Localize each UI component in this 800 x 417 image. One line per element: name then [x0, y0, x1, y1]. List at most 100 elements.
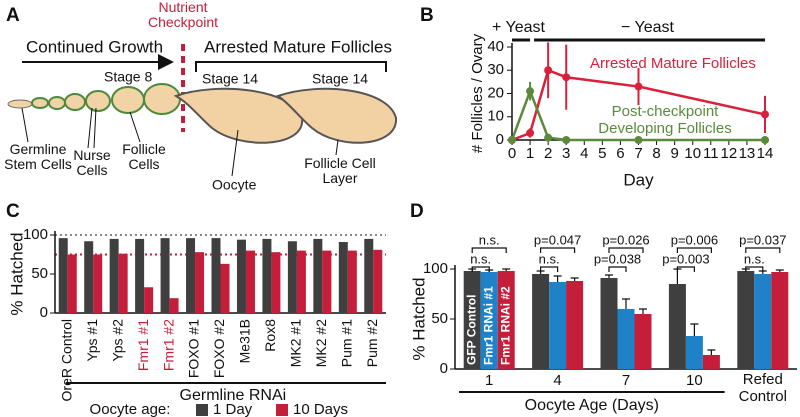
point — [761, 136, 769, 144]
cell-text: Follicle Cells — [122, 142, 166, 173]
series-line — [510, 87, 765, 142]
panel-label: A — [6, 5, 20, 26]
x-tick-label: 7 — [634, 145, 642, 162]
y-axis-label: % Hatched — [7, 232, 26, 315]
significance-label: n.s. — [470, 251, 491, 266]
legend-label: Post-checkpoint Developing Follicles — [598, 104, 732, 137]
cell-label: Germline Stem Cells — [4, 142, 72, 172]
bar — [702, 355, 720, 369]
group-label: Germline RNAi — [180, 387, 287, 404]
y-tick-label: 100 — [423, 260, 448, 277]
stage14-follicle — [173, 87, 304, 144]
growth-label: Continued Growth — [26, 37, 163, 56]
bar — [532, 274, 550, 369]
significance-label: p=0.006 — [671, 232, 718, 247]
bar — [668, 284, 686, 369]
point — [562, 136, 571, 144]
significance-bracket — [471, 247, 507, 253]
x-tick-label: 4 — [580, 145, 588, 162]
x-tick-label: 0 — [508, 145, 516, 162]
x-tick-label: 11 — [703, 145, 719, 162]
checkpoint-label: Nutrient Checkpoint — [147, 0, 219, 31]
y-axis-label: % Hatched — [409, 277, 428, 360]
bar — [463, 271, 481, 369]
cell-text: Nurse Cells — [73, 148, 111, 179]
bar — [617, 309, 635, 369]
y-axis-label: # Follicles / Ovary — [469, 33, 486, 153]
bar — [84, 241, 94, 313]
significance-bracket — [745, 266, 764, 272]
x-tick-label: 2 — [544, 145, 552, 162]
bar — [186, 238, 196, 313]
x-tick-label: Yps #2 — [109, 319, 125, 362]
error-bar — [707, 349, 716, 355]
x-tick-label: 13 — [739, 145, 756, 162]
error-bar — [639, 308, 647, 314]
bar — [195, 252, 205, 313]
arrested-bracket — [195, 61, 387, 72]
checkpoint-text: Nutrient Checkpoint — [147, 0, 219, 31]
x-tick-label: 8 — [652, 145, 660, 162]
bar — [364, 238, 374, 313]
x-axis-label: Day — [623, 170, 654, 189]
cell-text: Follicle Cell Layer — [304, 156, 376, 187]
point — [526, 129, 535, 138]
panel-label: D — [410, 201, 424, 222]
x-tick-label-text: Refed Control — [738, 372, 787, 405]
bar — [271, 252, 281, 313]
x-tick-label: FOXO #1 — [186, 319, 202, 378]
bar — [236, 239, 246, 313]
point — [634, 136, 643, 144]
x-tick-label: Pum #1 — [339, 319, 355, 367]
x-tick-label: 12 — [721, 145, 738, 162]
bar — [480, 272, 498, 369]
y-tick-label: 50 — [431, 310, 448, 327]
point — [562, 73, 571, 82]
bar — [737, 271, 755, 369]
legend-label: 1 Day — [213, 401, 253, 417]
significance-label: n.s. — [479, 232, 500, 247]
point — [544, 66, 553, 75]
legend-label: Fmr1 RNAi #1 — [481, 286, 495, 365]
legend-title: Oocyte age: — [90, 401, 171, 417]
bar — [220, 263, 230, 313]
bar — [144, 287, 154, 313]
x-tick-label: Yps #1 — [84, 319, 100, 362]
point — [634, 82, 643, 91]
point — [526, 87, 535, 96]
x-tick-label: 10 — [686, 372, 703, 389]
y-tick-label: 20 — [487, 84, 504, 101]
bar — [771, 272, 789, 369]
legend-label: Fmr1 RNAi #2 — [498, 286, 512, 365]
bar — [262, 238, 272, 313]
cell-label: Oocyte — [212, 177, 257, 193]
point — [761, 110, 769, 119]
significance-bracket — [608, 266, 627, 272]
bar — [160, 238, 170, 313]
period-label: − Yeast — [621, 19, 675, 36]
x-tick-label: 1 — [485, 372, 493, 389]
bar — [296, 250, 306, 313]
pointer-lines — [21, 107, 339, 177]
legend-label-text: Post-checkpoint Developing Follicles — [598, 104, 732, 137]
y-tick-label: 100 — [23, 226, 48, 243]
x-tick-label: 9 — [670, 145, 678, 162]
legend-label-text: Arrested Mature Follicles — [590, 56, 756, 72]
bar — [549, 282, 567, 369]
bar — [347, 250, 357, 313]
legend-label: Arrested Mature Follicles — [590, 56, 756, 72]
bar — [322, 250, 332, 313]
bar — [118, 253, 128, 313]
stage-label: Stage 14 — [312, 71, 368, 87]
bar — [373, 249, 383, 313]
bar — [245, 250, 255, 313]
bar — [685, 336, 703, 369]
bar — [135, 238, 145, 313]
bar — [58, 238, 68, 313]
x-tick-label: 5 — [598, 145, 606, 162]
y-tick-label: 40 — [487, 38, 504, 55]
x-tick-label: MK2 #2 — [313, 319, 329, 367]
x-tick-label: 1 — [526, 145, 534, 162]
